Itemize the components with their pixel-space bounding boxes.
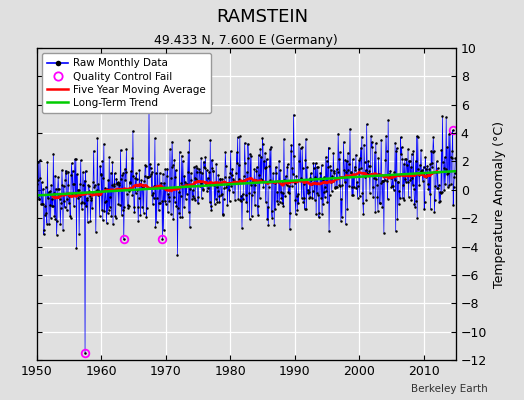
Text: Berkeley Earth: Berkeley Earth bbox=[411, 384, 487, 394]
Text: RAMSTEIN: RAMSTEIN bbox=[216, 8, 308, 26]
Legend: Raw Monthly Data, Quality Control Fail, Five Year Moving Average, Long-Term Tren: Raw Monthly Data, Quality Control Fail, … bbox=[42, 53, 211, 113]
Y-axis label: Temperature Anomaly (°C): Temperature Anomaly (°C) bbox=[493, 120, 506, 288]
Title: 49.433 N, 7.600 E (Germany): 49.433 N, 7.600 E (Germany) bbox=[155, 34, 338, 47]
